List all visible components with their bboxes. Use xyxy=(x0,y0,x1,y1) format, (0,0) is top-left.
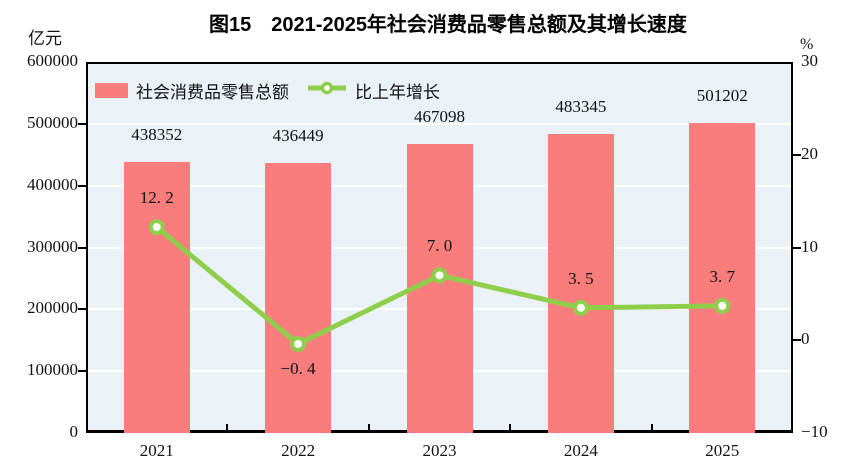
bar-value-label: 501202 xyxy=(696,86,748,106)
left-axis-tick-label: 500000 xyxy=(27,112,78,132)
line-series-swatch-icon xyxy=(307,80,347,101)
left-axis-tick xyxy=(78,184,86,187)
right-axis-tick-label: 0 xyxy=(801,329,810,349)
x-axis-tick xyxy=(509,424,512,432)
left-axis-tick-label: 0 xyxy=(69,422,79,441)
right-axis-tick-label: 30 xyxy=(801,51,818,70)
bar-2022 xyxy=(265,163,332,433)
right-axis-tick xyxy=(793,153,801,156)
bar-value-label: 467098 xyxy=(414,107,465,127)
right-axis-tick xyxy=(793,339,801,342)
right-axis-unit: % xyxy=(800,36,814,53)
x-axis-tick xyxy=(650,424,653,432)
right-axis-tick-label: 20 xyxy=(801,143,818,163)
x-axis-tick xyxy=(226,424,229,432)
growth-value-label: 12. 2 xyxy=(139,188,174,208)
right-axis-tick-label: −10 xyxy=(801,422,828,441)
right-axis-tick xyxy=(793,246,801,249)
left-axis-tick xyxy=(78,246,86,249)
bar-value-label: 438352 xyxy=(131,124,183,144)
chart-title: 图15 2021-2025年社会消费品零售总额及其增长速度 xyxy=(209,14,687,36)
legend: 社会消费品零售总额 比上年增长 xyxy=(95,78,440,103)
left-axis-unit: 亿元 xyxy=(28,29,62,48)
left-axis-tick-label: 300000 xyxy=(27,236,78,256)
left-axis-tick xyxy=(78,370,86,373)
left-axis-tick xyxy=(78,122,86,125)
gridline xyxy=(88,122,791,125)
x-axis-label-2024: 2024 xyxy=(563,441,598,460)
growth-value-label: 7. 0 xyxy=(426,236,453,256)
left-axis-tick xyxy=(78,308,86,311)
left-axis-tick-label: 100000 xyxy=(27,360,78,380)
bar-value-label: 483345 xyxy=(555,97,607,117)
x-axis-tick xyxy=(367,424,370,432)
x-axis-label-2022: 2022 xyxy=(281,441,316,460)
bar-value-label: 436449 xyxy=(272,126,324,146)
legend-label-retail: 社会消费品零售总额 xyxy=(136,83,289,102)
growth-value-label: 3. 5 xyxy=(568,268,594,288)
bar-2023 xyxy=(406,144,473,433)
left-axis-tick-label: 400000 xyxy=(27,174,78,194)
growth-value-label: −0. 4 xyxy=(280,358,316,378)
x-axis-label-2021: 2021 xyxy=(139,441,174,460)
x-axis-label-2025: 2025 xyxy=(705,441,740,460)
x-axis-label-2023: 2023 xyxy=(422,441,457,460)
right-axis-tick-label: 10 xyxy=(801,236,818,256)
growth-value-label: 3. 7 xyxy=(709,266,736,286)
legend-label-growth: 比上年增长 xyxy=(355,83,440,102)
bar-series-swatch-icon xyxy=(95,83,128,98)
left-axis-tick-label: 200000 xyxy=(27,298,78,318)
left-axis-tick-label: 600000 xyxy=(27,51,78,70)
